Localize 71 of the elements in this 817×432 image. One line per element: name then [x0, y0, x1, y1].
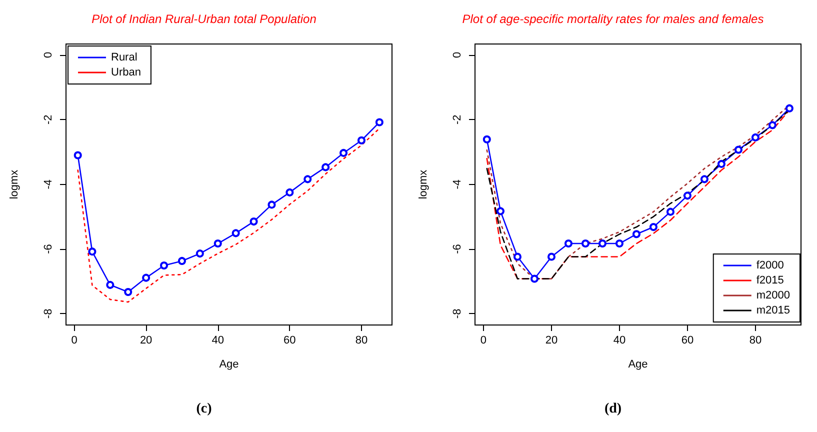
point [768, 121, 776, 130]
x-axis-title: Age [219, 358, 239, 370]
point [232, 229, 240, 238]
point [734, 146, 742, 154]
point [751, 133, 760, 142]
point [250, 218, 258, 226]
legend-label: m2015 [756, 304, 790, 316]
legend-label: Rural [111, 52, 138, 64]
y-tick-label: -2 [452, 114, 464, 125]
point [340, 148, 348, 157]
x-tick-label: 0 [71, 334, 78, 346]
point [785, 104, 794, 112]
point [649, 223, 658, 232]
y-tick-label: -8 [42, 308, 54, 319]
point [88, 248, 96, 256]
point [547, 252, 556, 261]
chart-title: Plot of Indian Rural-Urban total Population [92, 12, 317, 26]
text: (d) [604, 402, 622, 416]
chart-title: Plot of age-specific mortality rates for males and females [462, 12, 764, 26]
point [530, 274, 538, 283]
point [214, 240, 222, 248]
point [375, 118, 384, 126]
legend-label: f2000 [756, 260, 784, 272]
point [268, 200, 276, 209]
point [598, 240, 606, 248]
point [142, 274, 150, 282]
point [196, 250, 204, 258]
y-tick-label: 0 [452, 52, 464, 58]
point [178, 256, 186, 265]
x-tick-label: 20 [545, 334, 558, 346]
legend-label: f2015 [756, 274, 784, 286]
y-tick-label: -4 [452, 179, 464, 190]
point [683, 192, 692, 200]
x-tick-label: 40 [212, 334, 224, 346]
y-tick-label: 0 [42, 52, 54, 58]
y-tick-label: -6 [42, 244, 54, 254]
point [632, 230, 640, 238]
point [700, 175, 708, 184]
point [74, 151, 82, 160]
x-tick-label: 20 [140, 334, 152, 346]
point [124, 288, 132, 296]
legend-label: m2000 [756, 290, 790, 302]
point [322, 163, 330, 172]
point [357, 136, 366, 144]
point [160, 262, 168, 270]
point [514, 252, 522, 261]
x-tick-label: 60 [284, 334, 296, 346]
y-tick-label: -4 [42, 179, 54, 190]
point [496, 207, 504, 216]
point [615, 240, 624, 248]
point [717, 160, 726, 168]
x-tick-label: 80 [749, 334, 762, 346]
y-tick-label: -2 [42, 114, 54, 125]
point [482, 135, 491, 144]
y-axis-title: logmx [418, 169, 430, 200]
point [581, 240, 590, 248]
x-tick-label: 80 [355, 334, 368, 346]
point [564, 240, 572, 248]
x-axis-title: Age [628, 358, 648, 370]
text: (c) [196, 402, 212, 416]
legend-label: Urban [111, 66, 141, 78]
y-axis-title: logmx [8, 169, 20, 200]
x-tick-label: 40 [613, 334, 626, 346]
point [304, 175, 312, 184]
y-tick-label: -8 [452, 308, 464, 319]
x-tick-label: 60 [681, 334, 694, 346]
point [666, 208, 674, 216]
y-tick-label: -6 [452, 244, 464, 254]
point [286, 188, 294, 196]
x-tick-label: 0 [480, 334, 487, 346]
point [106, 280, 114, 289]
